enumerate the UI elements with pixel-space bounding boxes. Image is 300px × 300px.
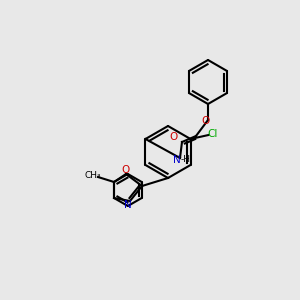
Text: O: O (122, 165, 130, 175)
Text: N: N (173, 155, 181, 165)
Text: CH₃: CH₃ (85, 172, 101, 181)
Text: O: O (202, 116, 210, 126)
Text: Cl: Cl (207, 129, 218, 139)
Text: O: O (170, 132, 178, 142)
Text: -H: -H (181, 155, 191, 164)
Text: N: N (124, 200, 132, 210)
